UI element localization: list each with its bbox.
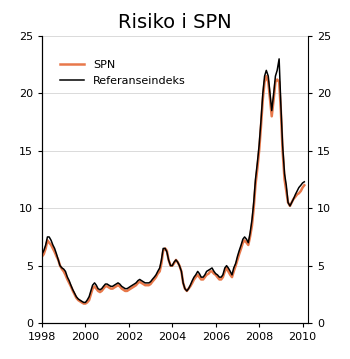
SPN xyxy=(105,284,109,289)
SPN xyxy=(264,74,268,78)
SPN xyxy=(40,254,44,258)
Referanseindeks xyxy=(116,281,120,285)
SPN xyxy=(302,183,306,187)
SPN xyxy=(174,258,178,262)
Referanseindeks xyxy=(105,282,109,286)
Referanseindeks xyxy=(174,258,178,262)
SPN xyxy=(107,285,111,290)
Title: Risiko i SPN: Risiko i SPN xyxy=(118,13,232,32)
Referanseindeks xyxy=(302,180,306,184)
SPN xyxy=(116,283,120,287)
Line: Referanseindeks: Referanseindeks xyxy=(42,59,304,302)
SPN xyxy=(71,289,75,293)
Referanseindeks xyxy=(40,252,44,256)
SPN xyxy=(82,302,86,306)
Referanseindeks xyxy=(277,57,281,61)
Referanseindeks xyxy=(107,283,111,287)
SPN xyxy=(196,273,200,277)
Line: SPN: SPN xyxy=(42,76,304,304)
Legend: SPN, Referanseindeks: SPN, Referanseindeks xyxy=(56,56,190,90)
Referanseindeks xyxy=(82,300,86,304)
Referanseindeks xyxy=(71,288,75,292)
Referanseindeks xyxy=(196,269,200,274)
